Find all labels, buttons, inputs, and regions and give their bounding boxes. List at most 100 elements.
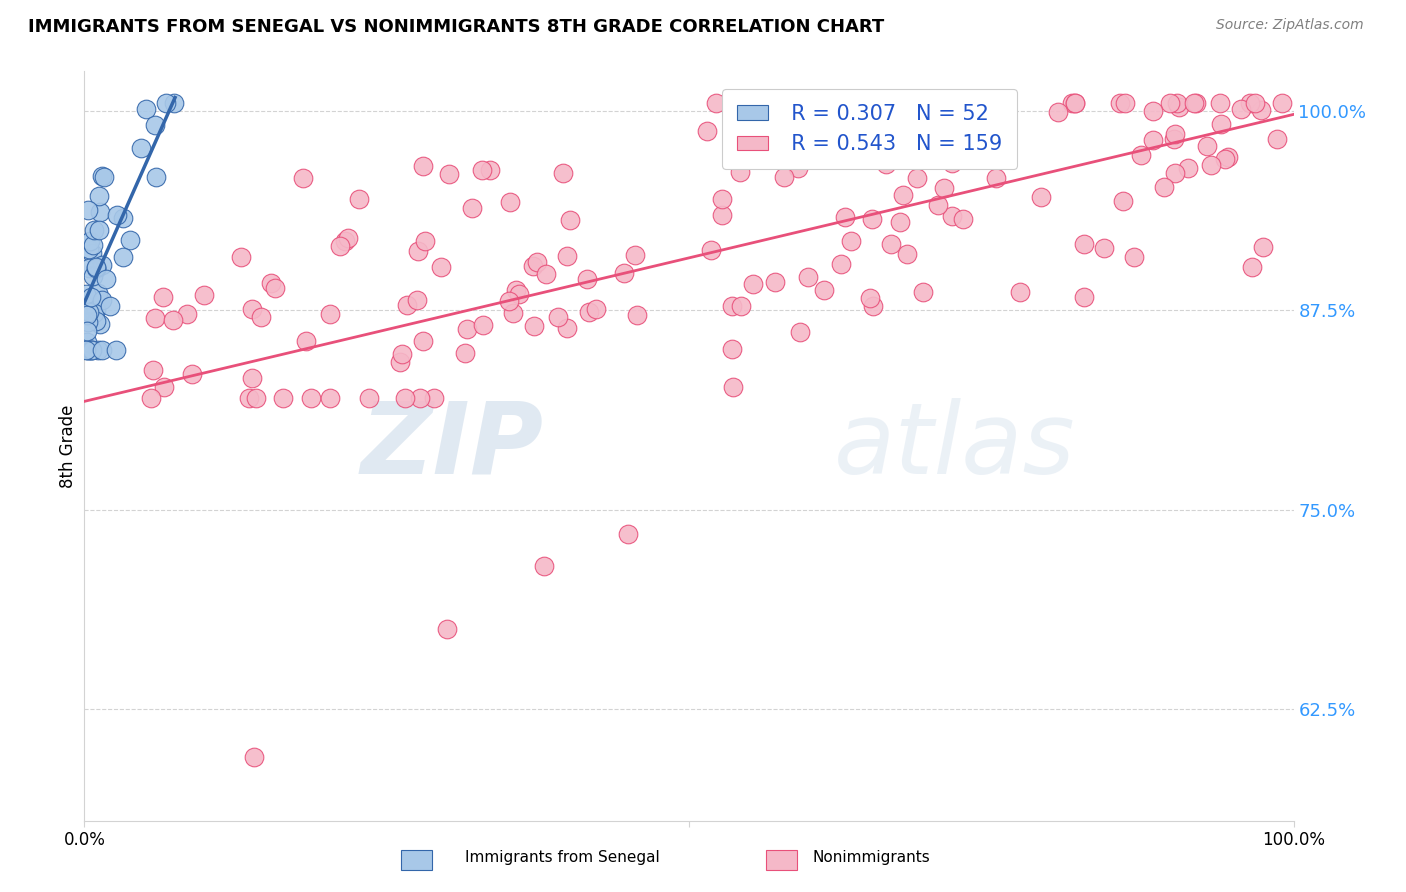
Point <box>318 391 340 405</box>
Point <box>84 314 107 328</box>
Point <box>875 96 897 111</box>
Point <box>883 96 905 111</box>
Point <box>90 343 112 358</box>
Point <box>1122 250 1144 264</box>
Y-axis label: 8th Grade: 8th Grade <box>59 404 77 488</box>
Point <box>1239 96 1261 111</box>
Point <box>347 192 370 206</box>
Point <box>75 343 97 358</box>
Point <box>436 623 458 637</box>
Text: atlas: atlas <box>834 398 1076 494</box>
Point <box>394 391 416 405</box>
Text: ZIP: ZIP <box>361 398 544 494</box>
Point <box>704 96 727 111</box>
Point <box>963 96 986 111</box>
Point <box>789 325 811 339</box>
Point <box>889 215 911 229</box>
Point <box>626 308 648 322</box>
Point <box>522 259 544 273</box>
Point <box>1250 103 1272 117</box>
Point <box>711 208 734 222</box>
Point <box>328 239 350 253</box>
Point <box>250 310 273 324</box>
Point <box>952 211 974 226</box>
Point <box>934 180 956 194</box>
Point <box>880 237 903 252</box>
Point <box>1164 165 1187 179</box>
Point <box>84 261 107 276</box>
Point <box>193 287 215 301</box>
Point <box>508 287 530 301</box>
Point <box>1213 152 1236 166</box>
Point <box>479 162 502 177</box>
Point <box>613 266 636 280</box>
Point <box>1142 133 1164 147</box>
Point <box>1111 194 1133 208</box>
Point <box>111 250 134 264</box>
Point <box>104 343 127 358</box>
Point <box>77 343 100 358</box>
Point <box>551 166 574 180</box>
Point <box>245 391 267 405</box>
Point <box>264 280 287 294</box>
Point <box>472 318 495 333</box>
Point <box>721 380 744 394</box>
Point <box>984 171 1007 186</box>
Point <box>412 334 434 348</box>
Point <box>83 306 105 320</box>
Point <box>786 161 808 175</box>
Point <box>77 235 100 250</box>
Point <box>155 96 177 111</box>
Point <box>773 169 796 184</box>
Point <box>242 370 264 384</box>
Point <box>970 96 993 111</box>
Point <box>395 298 418 312</box>
Point <box>84 302 107 317</box>
Point <box>439 167 461 181</box>
Point <box>498 293 520 308</box>
Point <box>891 187 914 202</box>
Point <box>84 260 107 275</box>
Point <box>153 380 176 394</box>
Point <box>80 246 103 260</box>
Point <box>526 254 548 268</box>
Text: Nonimmigrants: Nonimmigrants <box>813 850 931 865</box>
Point <box>238 391 260 405</box>
Point <box>742 277 765 291</box>
Point <box>319 307 342 321</box>
Point <box>1265 132 1288 146</box>
Point <box>430 260 453 274</box>
Point <box>333 235 356 249</box>
Text: Immigrants from Senegal: Immigrants from Senegal <box>465 850 659 865</box>
Point <box>558 213 581 227</box>
Point <box>271 391 294 405</box>
Point <box>1063 96 1085 111</box>
Point <box>142 363 165 377</box>
Point <box>991 106 1014 120</box>
Point <box>294 334 316 348</box>
Point <box>359 391 381 405</box>
Point <box>80 290 103 304</box>
Point <box>77 242 100 256</box>
Point <box>1209 117 1232 131</box>
Point <box>299 391 322 405</box>
Point <box>79 343 101 358</box>
Point <box>96 272 118 286</box>
Point <box>83 223 105 237</box>
Point <box>1029 190 1052 204</box>
Point <box>456 322 478 336</box>
Point <box>1073 290 1095 304</box>
Point <box>1229 102 1251 116</box>
Point <box>145 170 167 185</box>
Point <box>555 320 578 334</box>
Point <box>80 343 103 358</box>
Point <box>388 354 411 368</box>
Point <box>82 237 104 252</box>
Point <box>896 247 918 261</box>
Point <box>1177 161 1199 175</box>
Point <box>1008 285 1031 299</box>
Point <box>905 170 928 185</box>
Point <box>533 558 555 573</box>
Point <box>240 302 263 317</box>
Point <box>409 391 432 405</box>
